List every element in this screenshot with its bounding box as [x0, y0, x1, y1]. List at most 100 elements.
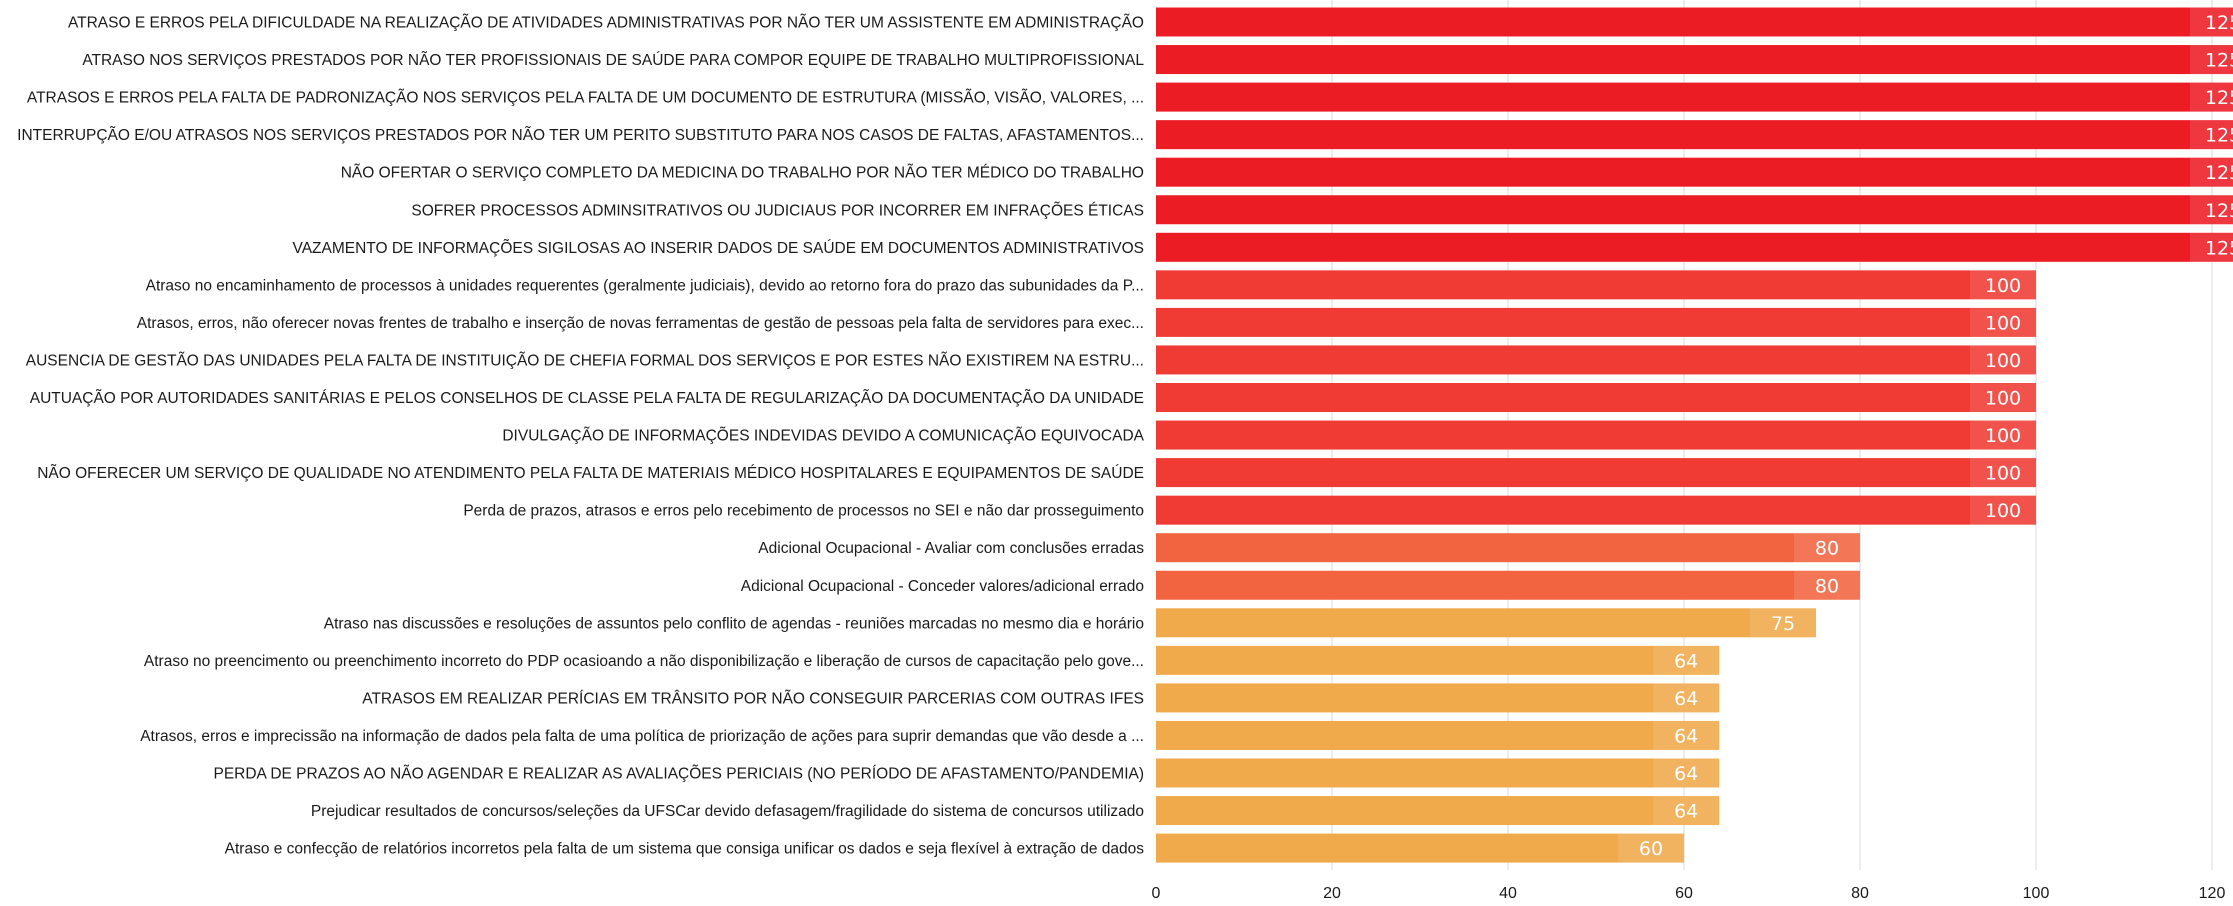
bar	[1156, 495, 2036, 525]
bar-value-highlight	[1794, 570, 1860, 600]
value-labels: 125 125 125 125 125 125 125 100 100 100 100 100 100 1…	[1639, 12, 2233, 860]
bar-value-label: 125	[2205, 50, 2233, 72]
category-label: Atrasos, erros e imprecissão na informaç…	[140, 728, 1144, 745]
x-tick-label: 100	[2023, 885, 2050, 902]
bar-value-highlight	[2190, 232, 2233, 262]
bar	[1156, 45, 2233, 75]
bar-value-highlight	[1750, 608, 1816, 638]
category-label: Adicional Ocupacional - Avaliar com conc…	[758, 540, 1144, 557]
x-axis-ticks: 0 20 40 60 80 100 120	[1152, 885, 2226, 902]
bar	[1156, 307, 2036, 337]
category-label: ATRASO E ERROS PELA DIFICULDADE NA REALI…	[68, 15, 1144, 32]
category-label: VAZAMENTO DE INFORMAÇÕES SIGILOSAS AO IN…	[293, 240, 1145, 257]
bar	[1156, 345, 2036, 375]
bar-value-highlight	[1970, 383, 2036, 412]
category-label: DIVULGAÇÃO DE INFORMAÇÕES INDEVIDAS DEVI…	[502, 428, 1144, 445]
bar-value-label: 75	[1771, 613, 1795, 635]
bar	[1156, 82, 2233, 112]
x-tick-label: 40	[1499, 885, 1517, 902]
bar-value-label: 60	[1639, 838, 1663, 860]
bar-value-label: 125	[2205, 125, 2233, 147]
bar-value-highlight	[1653, 796, 1720, 826]
bar-value-highlight	[2190, 7, 2233, 37]
bar-value-highlight	[1653, 683, 1720, 713]
bar-value-label: 100	[1985, 388, 2021, 410]
bar	[1156, 195, 2233, 225]
bar-value-highlight	[2190, 157, 2233, 187]
bar-value-label: 64	[1674, 650, 1698, 672]
bar	[1156, 7, 2233, 37]
category-labels: ATRASO E ERROS PELA DIFICULDADE NA REALI…	[17, 15, 1145, 858]
bar-value-label: 125	[2205, 162, 2233, 184]
category-label: ATRASOS E ERROS PELA FALTA DE PADRONIZAÇ…	[27, 90, 1144, 107]
bar-value-label: 64	[1674, 688, 1698, 710]
category-label: Atraso no preencimento ou preenchimento …	[144, 653, 1144, 670]
category-label: Atraso no encaminhamento de processos à …	[146, 277, 1144, 294]
category-label: NÃO OFERTAR O SERVIÇO COMPLETO DA MEDICI…	[341, 165, 1144, 182]
bar-value-highlight	[1970, 345, 2036, 375]
bar-value-label: 64	[1674, 801, 1698, 823]
bar-value-highlight	[2190, 120, 2233, 150]
bar	[1156, 420, 2036, 450]
bar-value-label: 100	[1985, 275, 2021, 297]
bar	[1156, 383, 2036, 412]
bar-value-label: 100	[1985, 500, 2021, 522]
bar-value-highlight	[2190, 82, 2233, 112]
bar	[1156, 157, 2233, 187]
bar-value-highlight	[2190, 195, 2233, 225]
category-label: AUSENCIA DE GESTÃO DAS UNIDADES PELA FAL…	[26, 352, 1144, 369]
bar	[1156, 758, 1720, 788]
category-label: Prejudicar resultados de concursos/seleç…	[311, 803, 1144, 820]
category-label: INTERRUPÇÃO E/OU ATRASOS NOS SERVIÇOS PR…	[17, 127, 1144, 144]
bar-value-label: 125	[2205, 12, 2233, 34]
category-label: NÃO OFERECER UM SERVIÇO DE QUALIDADE NO …	[37, 465, 1144, 482]
category-label: ATRASO NOS SERVIÇOS PRESTADOS POR NÃO TE…	[82, 52, 1144, 69]
category-label: ATRASOS EM REALIZAR PERÍCIAS EM TRÂNSITO…	[362, 690, 1144, 707]
bar	[1156, 570, 1860, 600]
bar-value-highlight	[1970, 495, 2036, 525]
bar-value-highlight	[1970, 420, 2036, 450]
category-label: Atraso e confecção de relatórios incorre…	[225, 841, 1145, 858]
x-tick-label: 0	[1152, 885, 1161, 902]
x-tick-label: 80	[1851, 885, 1869, 902]
bar-value-label: 100	[1985, 312, 2021, 334]
bar	[1156, 608, 1816, 638]
x-tick-label: 120	[2199, 885, 2226, 902]
x-tick-label: 60	[1675, 885, 1693, 902]
bar	[1156, 120, 2233, 150]
category-label: AUTUAÇÃO POR AUTORIDADES SANITÁRIAS E PE…	[30, 390, 1144, 407]
bars	[1156, 7, 2233, 863]
category-label: SOFRER PROCESSOS ADMINSITRATIVOS OU JUDI…	[411, 202, 1144, 219]
bar	[1156, 232, 2233, 262]
bar	[1156, 270, 2036, 300]
bar	[1156, 533, 1860, 563]
bar-value-highlight	[1970, 270, 2036, 300]
category-label: Atraso nas discussões e resoluções de as…	[324, 615, 1144, 632]
bar-value-highlight	[1970, 458, 2036, 488]
bar	[1156, 720, 1720, 750]
bar-value-label: 125	[2205, 87, 2233, 109]
bar	[1156, 796, 1720, 826]
bar-value-label: 100	[1985, 425, 2021, 447]
bar	[1156, 645, 1720, 675]
bar-value-highlight	[2190, 45, 2233, 75]
bar-value-label: 125	[2205, 200, 2233, 222]
category-label: Adicional Ocupacional - Conceder valores…	[741, 578, 1144, 595]
bar-value-label: 64	[1674, 725, 1698, 747]
bar	[1156, 458, 2036, 488]
bar-value-highlight	[1653, 758, 1720, 788]
bar	[1156, 683, 1720, 713]
bar-value-label: 100	[1985, 350, 2021, 372]
bar-value-label: 80	[1815, 575, 1839, 597]
category-label: PERDA DE PRAZOS AO NÃO AGENDAR E REALIZA…	[213, 766, 1144, 783]
bar-value-highlight	[1970, 307, 2036, 337]
bar-value-highlight	[1653, 645, 1720, 675]
bar-value-label: 125	[2205, 237, 2233, 259]
bar-value-label: 64	[1674, 763, 1698, 785]
category-label: Perda de prazos, atrasos e erros pelo re…	[463, 503, 1144, 520]
bar-value-label: 80	[1815, 538, 1839, 560]
x-tick-label: 20	[1323, 885, 1341, 902]
category-label: Atrasos, erros, não oferecer novas frent…	[137, 315, 1144, 332]
bar-value-highlight	[1653, 720, 1720, 750]
